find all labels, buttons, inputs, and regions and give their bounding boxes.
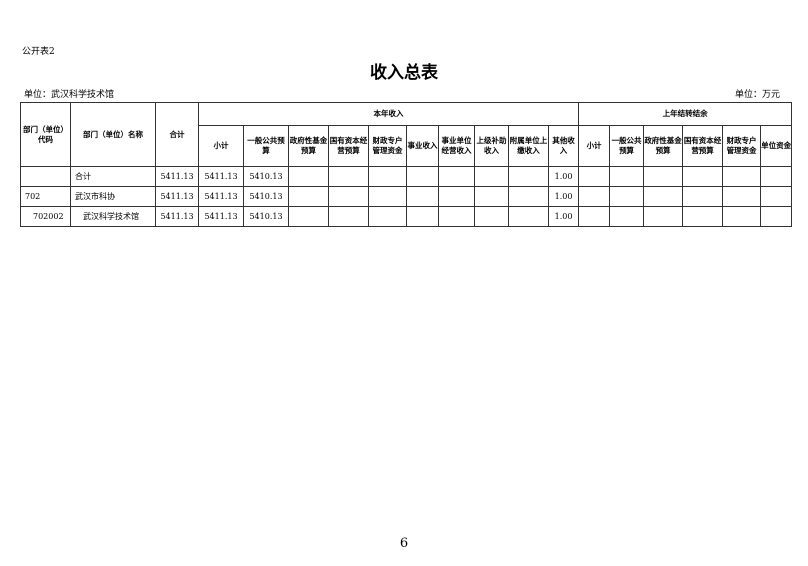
cell-value: [328, 166, 369, 187]
cell-value: 1.00: [547, 206, 580, 227]
cell-value: [368, 166, 407, 187]
header-current-col: 其他收入: [547, 125, 580, 167]
header-carryover: 上年结转结余: [578, 102, 793, 126]
cell-value: [328, 186, 369, 207]
cell-name: 合计: [70, 166, 156, 187]
cell-value: 5410.13: [243, 206, 289, 227]
unit-name: 单位：武汉科学技术馆: [24, 90, 115, 100]
header-current-col: 附属单位上缴收入: [508, 125, 549, 167]
cell-value: 5410.13: [243, 186, 289, 207]
cell-value: [578, 166, 611, 187]
header-current-col: 小计: [198, 125, 244, 167]
cell-value: [406, 166, 439, 187]
header-dept-code: 部门（单位）代码: [20, 102, 71, 167]
cell-value: [288, 186, 329, 207]
cell-value: [508, 206, 549, 227]
cell-value: 1.00: [547, 166, 580, 187]
cell-value: [474, 206, 509, 227]
cell-value: [474, 166, 509, 187]
cell-value: [760, 186, 793, 207]
table-row: 合计 5411.13 5411.13 5410.13 1.00: [20, 166, 793, 187]
cell-value: [643, 186, 684, 207]
cell-value: [760, 206, 793, 227]
page-title: 收入总表: [370, 63, 438, 83]
table-row: 702002 武汉科学技术馆 5411.13 5411.13 5410.13 1.00: [20, 206, 793, 227]
cell-value: 5410.13: [243, 166, 289, 187]
cell-value: [406, 206, 439, 227]
cell-name: 武汉科学技术馆: [70, 206, 156, 227]
table-row: 702 武汉市科协 5411.13 5411.13 5410.13 1.00: [20, 186, 793, 207]
cell-value: [474, 186, 509, 207]
cell-value: [406, 186, 439, 207]
cell-value: [438, 166, 475, 187]
cell-value: [368, 186, 407, 207]
header-carryover-col: 国有资本经营预算: [682, 125, 724, 167]
cell-value: [368, 206, 407, 227]
cell-value: [508, 166, 549, 187]
header-current-col: 一般公共预算: [243, 125, 289, 167]
header-dept-name: 部门（单位）名称: [70, 102, 156, 167]
cell-value: [328, 206, 369, 227]
header-current-col: 事业单位经营收入: [438, 125, 475, 167]
currency-unit: 单位：万元: [734, 90, 780, 100]
cell-value: [722, 186, 762, 207]
cell-value: 5411.13: [155, 166, 199, 187]
cell-value: [722, 206, 762, 227]
header-carryover-col: 小计: [578, 125, 611, 167]
cell-value: 5411.13: [155, 186, 199, 207]
cell-value: [438, 206, 475, 227]
header-current-col: 财政专户管理资金: [368, 125, 407, 167]
cell-value: [578, 206, 611, 227]
income-summary-table: 部门（单位）代码 部门（单位）名称 合计 本年收入 上年结转结余 小计 一般公共预…: [20, 102, 793, 227]
table-code-label: 公开表2: [22, 47, 55, 57]
cell-value: [682, 186, 724, 207]
cell-value: [760, 166, 793, 187]
cell-name: 武汉市科协: [70, 186, 156, 207]
cell-value: [609, 166, 645, 187]
cell-value: 5411.13: [198, 186, 244, 207]
cell-value: [508, 186, 549, 207]
page-number: 6: [399, 536, 409, 551]
cell-value: [609, 206, 645, 227]
cell-value: 5411.13: [198, 166, 244, 187]
cell-value: 1.00: [547, 186, 580, 207]
header-current-year: 本年收入: [197, 102, 580, 126]
cell-value: [682, 166, 724, 187]
header-current-col: 国有资本经营预算: [328, 125, 369, 167]
cell-value: 5411.13: [198, 206, 244, 227]
cell-value: [643, 206, 684, 227]
cell-value: [288, 206, 329, 227]
header-total: 合计: [155, 102, 199, 167]
header-current-col: 事业收入: [406, 125, 439, 167]
cell-code: [20, 166, 71, 187]
cell-code: 702: [20, 186, 71, 207]
header-carryover-col: 政府性基金预算: [643, 125, 684, 167]
cell-value: 5411.13: [155, 206, 199, 227]
cell-code: 702002: [20, 206, 71, 227]
header-carryover-col: 财政专户管理资金: [722, 125, 762, 167]
cell-value: [722, 166, 762, 187]
header-carryover-col: 单位资金: [760, 125, 793, 167]
header-current-col: 政府性基金预算: [288, 125, 329, 167]
cell-value: [438, 186, 475, 207]
header-current-col: 上级补助收入: [474, 125, 509, 167]
cell-value: [643, 166, 684, 187]
header-carryover-col: 一般公共预算: [609, 125, 645, 167]
cell-value: [578, 186, 611, 207]
cell-value: [609, 186, 645, 207]
cell-value: [288, 166, 329, 187]
cell-value: [682, 206, 724, 227]
